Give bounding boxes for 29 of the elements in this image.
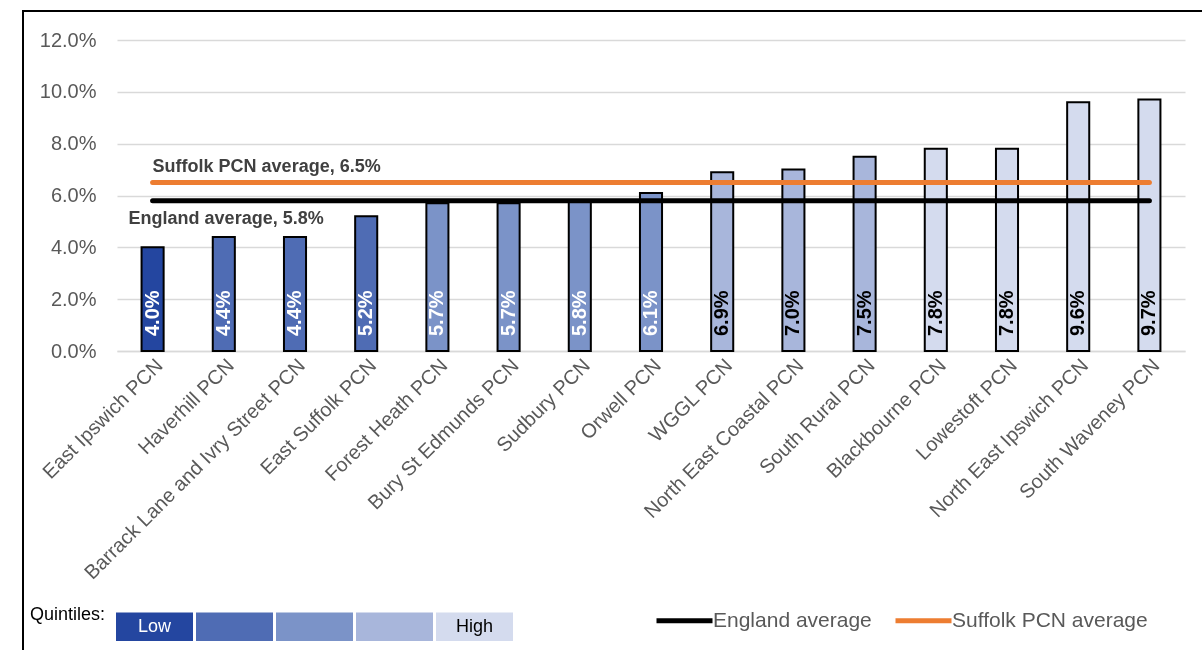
data-label: 4.4%	[283, 290, 305, 336]
legend-title: Quintiles:	[30, 604, 106, 624]
y-tick-label: 4.0%	[50, 235, 97, 258]
y-tick-label: 0.0%	[50, 339, 97, 362]
data-label: 7.5%	[852, 290, 875, 336]
data-label: 4.0%	[140, 290, 163, 336]
data-label: 7.0%	[781, 290, 804, 336]
y-tick-label: 12.0%	[39, 28, 97, 51]
text: High	[455, 615, 494, 636]
data-label: 9.7%	[1137, 290, 1160, 336]
data-label: 6.1%	[639, 290, 661, 336]
annotation: England average, 5.8%	[128, 207, 324, 228]
data-label: 5.8%	[567, 290, 590, 336]
data-label: 5.7%	[425, 290, 448, 336]
y-tick-label: 10.0%	[39, 80, 97, 103]
data-label: 5.7%	[496, 290, 519, 336]
legend-label: Suffolk PCN average	[952, 607, 1148, 631]
data-label: 5.2%	[354, 290, 377, 336]
y-tick-label: 6.0%	[50, 184, 97, 206]
data-label: 7.8%	[923, 290, 946, 336]
y-tick-label: 2.0%	[50, 287, 97, 310]
y-tick-label: 8.0%	[50, 132, 97, 155]
annotation: Suffolk PCN average, 6.5%	[152, 155, 381, 176]
text: Low	[137, 615, 173, 636]
data-label: 9.6%	[1066, 290, 1089, 336]
data-label: 6.9%	[710, 290, 733, 336]
data-label: 4.4%	[211, 290, 234, 336]
legend-label: England average	[713, 607, 872, 631]
data-label: 7.8%	[995, 290, 1017, 336]
